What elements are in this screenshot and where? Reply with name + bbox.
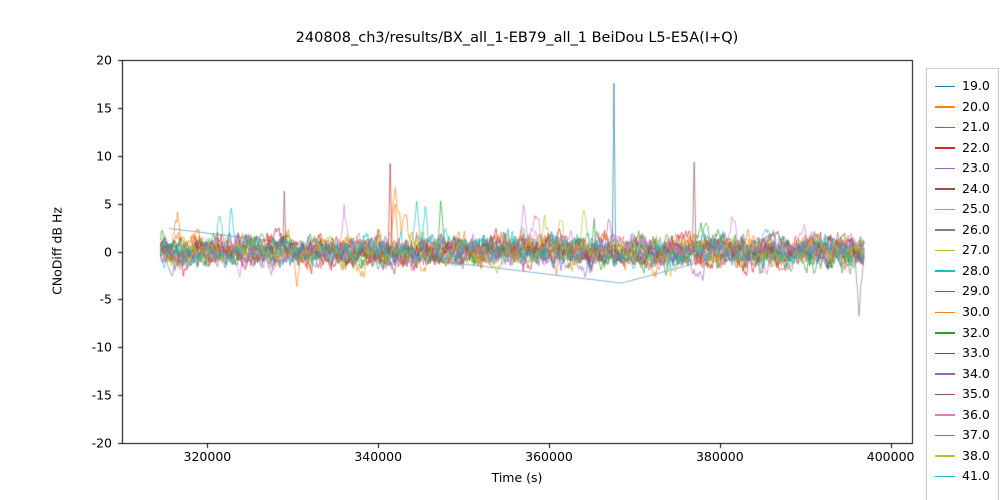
legend-entry: 23.0 xyxy=(935,158,998,179)
legend-line-sample-icon xyxy=(935,126,955,129)
legend-label: 25.0 xyxy=(962,201,990,217)
legend-label: 35.0 xyxy=(962,386,990,402)
legend-label: 41.0 xyxy=(962,468,990,484)
chart-title: 240808_ch3/results/BX_all_1-EB79_all_1 B… xyxy=(295,30,739,46)
legend-entry: 21.0 xyxy=(935,117,998,138)
x-tick-label: 360000 xyxy=(525,449,573,464)
legend-label: 26.0 xyxy=(962,221,990,237)
legend-line-sample-icon xyxy=(935,352,955,355)
y-tick-label: -5 xyxy=(99,291,112,307)
y-tick-label: -15 xyxy=(91,387,112,403)
legend-line-sample-icon xyxy=(935,311,955,314)
legend-entry: 41.0 xyxy=(935,466,998,487)
legend-line-sample-icon xyxy=(935,147,955,149)
legend-entry: 19.0 xyxy=(935,76,998,97)
legend-line-sample-icon xyxy=(935,455,955,457)
legend-entry: 27.0 xyxy=(935,240,998,261)
legend-line-sample-icon xyxy=(935,414,955,416)
legend-entry: 36.0 xyxy=(935,405,998,426)
legend-entry: 20.0 xyxy=(935,97,998,118)
legend-label: 32.0 xyxy=(962,324,990,340)
legend-label: 36.0 xyxy=(962,406,990,422)
legend: 19.0 20.0 21.0 22.0 23.0 24.0 25.0 26.0 27.0 28.0… xyxy=(926,68,999,500)
y-tick-label: 20 xyxy=(96,52,112,68)
y-tick-label: 0 xyxy=(104,244,112,259)
legend-entry: 37.0 xyxy=(935,425,998,446)
legend-line-sample-icon xyxy=(935,106,955,108)
legend-label: 29.0 xyxy=(962,283,990,299)
legend-line-sample-icon xyxy=(935,270,955,272)
legend-label: 33.0 xyxy=(962,345,990,361)
legend-entry: 24.0 xyxy=(935,179,998,200)
legend-entry: 38.0 xyxy=(935,446,998,467)
legend-label: 22.0 xyxy=(962,139,990,155)
legend-line-sample-icon xyxy=(935,229,955,231)
legend-label: 37.0 xyxy=(962,427,990,443)
legend-line-sample-icon xyxy=(935,249,955,252)
legend-entry: 25.0 xyxy=(935,199,998,220)
legend-entry: 29.0 xyxy=(935,281,998,302)
legend-entry: 33.0 xyxy=(935,343,998,364)
legend-line-sample-icon xyxy=(935,373,955,375)
x-tick-label: 380000 xyxy=(695,449,744,464)
y-tick-label: 15 xyxy=(96,100,112,116)
legend-line-sample-icon xyxy=(935,85,955,88)
legend-line-sample-icon xyxy=(935,434,955,437)
legend-label: 28.0 xyxy=(962,262,990,278)
legend-label: 38.0 xyxy=(962,447,990,463)
legend-entry: 26.0 xyxy=(935,220,998,241)
legend-label: 24.0 xyxy=(962,180,990,196)
x-tick-label: 340000 xyxy=(354,449,403,464)
legend-entry: 34.0 xyxy=(935,364,998,385)
legend-entry: 35.0 xyxy=(935,384,998,405)
legend-label: 27.0 xyxy=(962,242,990,258)
y-tick-label: -20 xyxy=(91,435,112,451)
y-tick-label: 5 xyxy=(104,196,112,212)
legend-line-sample-icon xyxy=(935,393,955,396)
x-tick-label: 320000 xyxy=(183,449,232,464)
legend-label: 34.0 xyxy=(962,365,990,381)
legend-line-sample-icon xyxy=(935,167,955,170)
legend-label: 23.0 xyxy=(962,160,990,176)
legend-label: 19.0 xyxy=(962,78,990,94)
legend-entry: 22.0 xyxy=(935,138,998,159)
legend-label: 21.0 xyxy=(962,119,990,135)
legend-line-sample-icon xyxy=(935,290,955,293)
y-tick-label: 10 xyxy=(96,148,112,164)
legend-line-sample-icon xyxy=(935,188,955,190)
x-tick-label: 400000 xyxy=(866,449,915,464)
legend-line-sample-icon xyxy=(935,475,955,478)
legend-entry: 28.0 xyxy=(935,261,998,282)
legend-entry: 32.0 xyxy=(935,323,998,344)
legend-entry: 30.0 xyxy=(935,302,998,323)
legend-label: 20.0 xyxy=(962,98,990,114)
legend-label: 30.0 xyxy=(962,304,990,320)
x-axis-label: Time (s) xyxy=(491,470,543,485)
y-tick-label: -10 xyxy=(91,339,112,355)
legend-line-sample-icon xyxy=(935,208,955,211)
legend-line-sample-icon xyxy=(935,332,955,334)
